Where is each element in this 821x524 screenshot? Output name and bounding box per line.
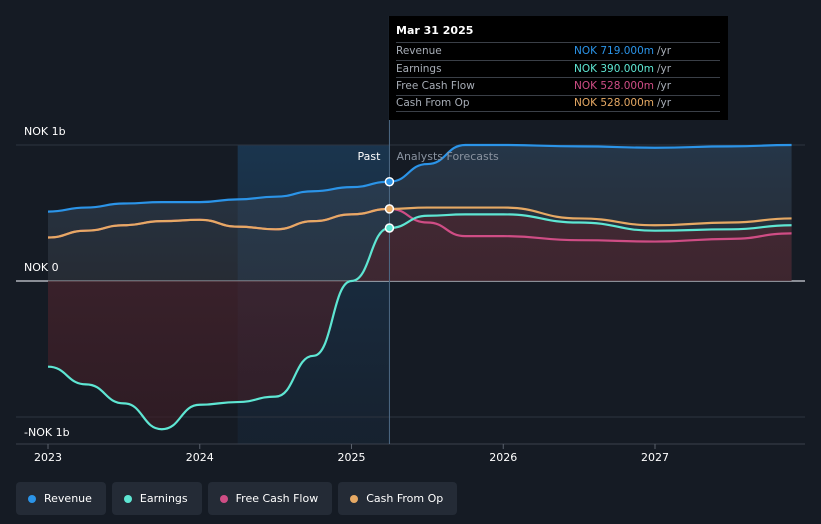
marker-revenue [384, 176, 395, 187]
legend: Revenue Earnings Free Cash Flow Cash Fro… [16, 482, 458, 515]
series-line-revenue [47, 143, 792, 213]
legend-item-earnings[interactable]: Earnings [111, 482, 202, 515]
legend-label: Cash From Op [366, 492, 444, 505]
legend-label: Free Cash Flow [235, 492, 319, 505]
tooltip-label: Free Cash Flow [396, 80, 475, 93]
past-label: Past [358, 150, 382, 163]
tooltip-value: NOK 390.000m [574, 62, 654, 75]
tooltip-row-cash-from-op: Cash From Op NOK 528.000m /yr [396, 94, 720, 112]
series-line-cash-from-op [47, 206, 792, 239]
legend-dot-icon [123, 494, 132, 503]
tooltip-unit: /yr [657, 45, 672, 58]
tooltip-value: NOK 719.000m [574, 45, 654, 58]
x-tick-label: 2025 [338, 451, 366, 464]
tooltip-unit: /yr [657, 97, 672, 110]
legend-dot-icon [219, 494, 228, 503]
x-tick-label: 2027 [641, 451, 669, 464]
tooltip-value: NOK 528.000m [574, 80, 654, 93]
forecast-label: Analysts Forecasts [396, 150, 499, 163]
tooltip-date: Mar 31 2025 [396, 24, 474, 37]
tooltip-label: Earnings [396, 62, 442, 75]
tooltip: Mar 31 2025 Revenue NOK 719.000m /yr Ear… [389, 16, 728, 120]
y-tick-label: -NOK 1b [24, 426, 70, 439]
series-line-earnings [47, 213, 792, 431]
tooltip-unit: /yr [657, 80, 672, 93]
tooltip-label: Revenue [396, 45, 442, 58]
legend-dot-icon [350, 494, 359, 503]
tooltip-row-revenue: Revenue NOK 719.000m /yr [396, 42, 720, 60]
legend-item-cash-from-op[interactable]: Cash From Op [338, 482, 458, 515]
legend-label: Earnings [139, 492, 188, 505]
legend-item-revenue[interactable]: Revenue [16, 482, 106, 515]
chart-canvas: Past Analysts Forecasts NOK 1b NOK 0 -NOK 1b… [16, 16, 805, 464]
x-tick-label: 2024 [186, 451, 214, 464]
tooltip-row-earnings: Earnings NOK 390.000m /yr [396, 59, 720, 78]
earnings-area [48, 214, 792, 430]
marker-cash-from-op [384, 204, 395, 214]
legend-label: Revenue [44, 492, 92, 505]
legend-item-free-cash-flow[interactable]: Free Cash Flow [207, 482, 333, 515]
x-tick-label: 2026 [489, 451, 517, 464]
legend-dot-icon [28, 494, 36, 503]
tooltip-unit: /yr [657, 62, 672, 75]
y-tick-label: NOK 1b [24, 125, 66, 138]
tooltip-row-free-cash-flow: Free Cash Flow NOK 528.000m /yr [396, 77, 720, 95]
tooltip-value: NOK 528.000m [574, 97, 654, 110]
y-tick-label: NOK 0 [24, 261, 59, 274]
x-tick-label: 2023 [34, 451, 62, 464]
tooltip-label: Cash From Op [396, 97, 470, 110]
marker-earnings [384, 223, 395, 233]
